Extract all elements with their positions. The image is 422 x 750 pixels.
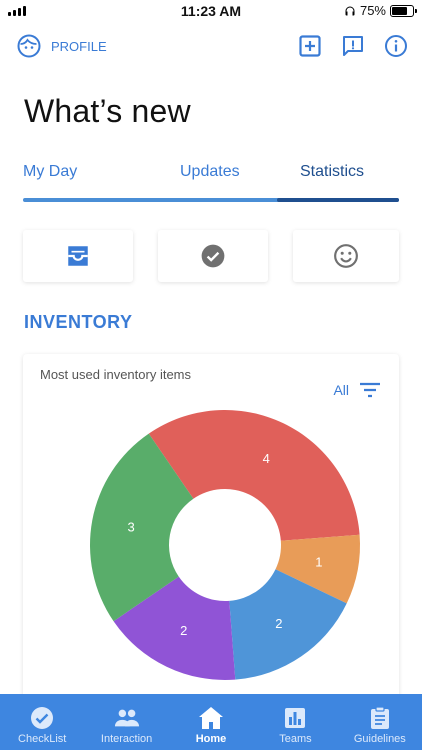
donut-chart: 4 1 2 2 3 xyxy=(89,410,360,680)
clipboard-icon xyxy=(370,706,389,729)
info-icon[interactable] xyxy=(384,34,408,58)
smiley-icon xyxy=(334,244,358,268)
nav-guidelines[interactable]: Guidelines xyxy=(338,694,422,750)
nav-checklist-label: CheckList xyxy=(18,733,67,745)
tab-my-day[interactable]: My Day xyxy=(23,163,78,180)
chart-filter-label: All xyxy=(333,382,349,398)
pie-slice[interactable] xyxy=(229,569,347,680)
pie-slice-label: 2 xyxy=(275,616,282,631)
bottom-nav: CheckList Interaction Home Teams Guideli… xyxy=(0,694,422,750)
filter-list-icon xyxy=(360,382,380,398)
pie-slice-label: 1 xyxy=(315,555,322,570)
bar-chart-icon xyxy=(285,708,306,728)
nav-checklist[interactable]: CheckList xyxy=(0,694,84,750)
profile-label: PROFILE xyxy=(51,38,107,54)
pie-slice-label: 3 xyxy=(128,519,135,534)
completed-filter-button[interactable] xyxy=(158,230,268,282)
inbox-icon xyxy=(68,246,88,266)
top-bar: PROFILE xyxy=(0,32,422,64)
home-icon xyxy=(199,707,224,729)
filter-cards xyxy=(23,230,399,282)
chart-filter-dropdown[interactable]: All xyxy=(333,382,381,398)
nav-home-label: Home xyxy=(195,733,227,745)
battery-percent: 75% xyxy=(359,3,386,18)
check-circle-icon xyxy=(201,244,225,268)
page-title: What’s new xyxy=(24,93,191,129)
nav-guidelines-label: Guidelines xyxy=(353,733,406,745)
status-bar: 11:23 AM 75% xyxy=(0,0,422,24)
pie-slice[interactable] xyxy=(148,410,360,541)
chart-card: Most used inventory items All 4 1 2 2 3 xyxy=(23,354,399,704)
inbox-filter-button[interactable] xyxy=(23,230,133,282)
nav-interaction-label: Interaction xyxy=(100,733,153,745)
nav-teams-label: Teams xyxy=(279,733,312,745)
tab-track xyxy=(23,198,399,202)
face-icon xyxy=(17,34,41,58)
pie-slice[interactable] xyxy=(113,576,236,680)
check-circle-icon xyxy=(31,707,54,729)
mood-filter-button[interactable] xyxy=(293,230,399,282)
add-box-icon[interactable] xyxy=(298,34,322,58)
status-time: 11:23 AM xyxy=(180,3,242,19)
profile-link[interactable]: PROFILE xyxy=(17,34,107,58)
chart-title: Most used inventory items xyxy=(40,367,192,382)
nav-home[interactable]: Home xyxy=(169,694,253,750)
feedback-icon[interactable] xyxy=(341,34,365,58)
tab-updates[interactable]: Updates xyxy=(180,163,240,180)
pie-slice-label: 4 xyxy=(263,451,270,466)
pie-slice-label: 2 xyxy=(180,623,187,638)
tab-bar: My Day Updates Statistics xyxy=(23,160,399,204)
section-title: INVENTORY xyxy=(24,312,133,332)
tab-active-indicator xyxy=(277,198,399,202)
group-icon xyxy=(114,709,139,727)
headphones-icon xyxy=(345,6,355,15)
pie-slice[interactable] xyxy=(89,433,194,622)
status-right: 75% xyxy=(344,3,417,18)
nav-interaction[interactable]: Interaction xyxy=(84,694,168,750)
tab-statistics[interactable]: Statistics xyxy=(300,163,365,180)
nav-teams[interactable]: Teams xyxy=(253,694,337,750)
pie-slice[interactable] xyxy=(275,534,360,604)
cellular-signal-icon xyxy=(8,6,26,16)
battery-icon xyxy=(390,4,417,17)
